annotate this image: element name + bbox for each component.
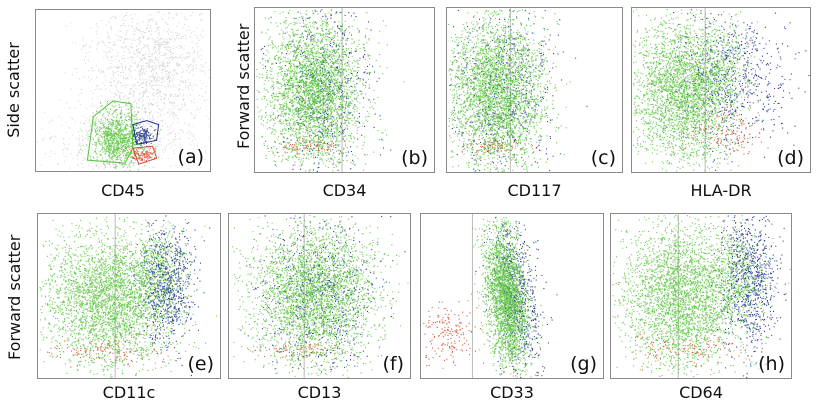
scatter-plot-cd11c [39,214,217,378]
panel-letter-b: (b) [401,147,428,169]
x-axis-label-cd13: CD13 [297,383,342,402]
scatter-plot-cd117 [448,8,588,172]
scatter-panel-cd117: (c) [446,7,623,173]
scatter-panel-cd11c: (e) [37,213,221,379]
y-axis-label-forward-scatter-top: Forward scatter [234,23,253,149]
scatter-panel-cd64: (h) [610,213,792,379]
x-axis-label-cd64: CD64 [679,383,723,402]
x-axis-label-cd45: CD45 [101,181,145,200]
panel-letter-f: (f) [382,353,404,375]
panel-letter-d: (d) [777,147,804,169]
panel-letter-g: (g) [570,353,597,375]
scatter-panel-cd13: (f) [228,213,411,379]
scatter-panel-hla-dr: (d) [631,7,811,173]
panel-letter-a: (a) [177,146,204,168]
scatter-plot-cd64 [612,214,791,378]
x-axis-label-cd11c: CD11c [102,383,156,402]
scatter-plot-cd33 [423,214,558,378]
y-axis-label-side-scatter: Side scatter [4,42,23,138]
x-axis-label-cd33: CD33 [490,383,534,402]
scatter-plot-cd45 [36,11,210,171]
scatter-plot-cd13 [232,214,409,378]
panel-letter-c: (c) [590,147,616,169]
x-axis-label-cd34: CD34 [322,181,367,200]
scatter-panel-cd34: (b) [254,7,435,173]
scatter-plot-hla-dr [632,8,810,172]
x-axis-label-hla-dr: HLA-DR [690,181,752,200]
scatter-panel-cd45: (a) [35,9,211,172]
x-axis-label-cd117: CD117 [507,181,562,200]
y-axis-label-forward-scatter-bottom: Forward scatter [5,234,24,360]
panel-letter-e: (e) [187,353,214,375]
panel-letter-h: (h) [758,353,785,375]
scatter-panel-cd33: (g) [420,213,604,379]
scatter-plot-cd34 [256,8,405,172]
